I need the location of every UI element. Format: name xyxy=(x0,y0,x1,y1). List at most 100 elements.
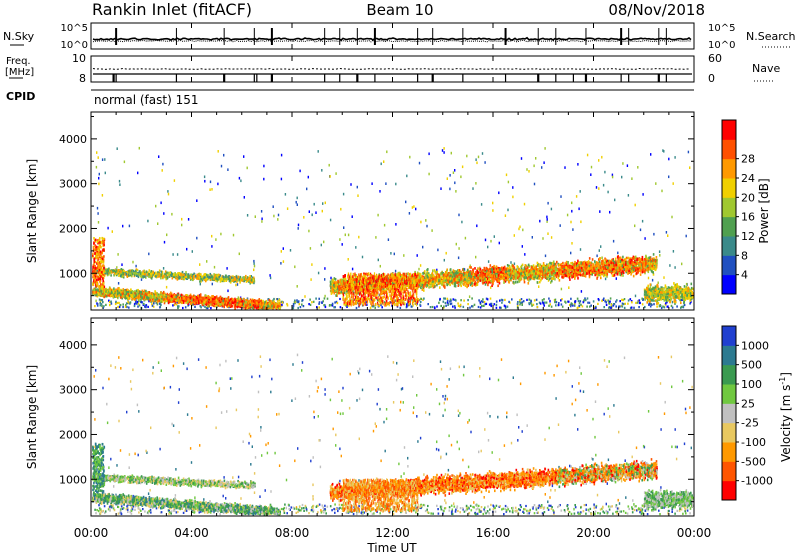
echo-cell xyxy=(458,257,459,260)
echo-cell xyxy=(475,158,476,161)
echo-cell xyxy=(94,252,96,255)
echo-cell xyxy=(145,305,147,307)
echo-cell xyxy=(603,298,605,300)
echo-cell xyxy=(549,300,550,303)
echo-cell xyxy=(504,299,506,301)
echo-cell xyxy=(578,300,580,302)
echo-cell xyxy=(334,301,336,303)
echo-cell xyxy=(616,299,618,301)
echo-cell xyxy=(395,223,396,226)
echo-cell xyxy=(301,304,303,306)
echo-cell xyxy=(227,278,229,280)
echo-cell xyxy=(103,244,105,247)
echo-cell xyxy=(571,210,572,213)
echo-cell xyxy=(117,147,118,150)
echo-cell xyxy=(545,255,546,258)
echo-cell xyxy=(508,181,509,184)
echo-cell xyxy=(580,248,581,251)
echo-cell xyxy=(478,306,480,308)
echo-cell xyxy=(499,307,501,309)
echo-cell xyxy=(526,299,528,301)
echo-cell xyxy=(121,263,122,266)
echo-cell xyxy=(449,188,450,191)
echo-cell xyxy=(452,306,454,308)
echo-cell xyxy=(480,306,482,308)
echo-cell xyxy=(137,301,139,303)
echo-cell xyxy=(237,279,239,281)
echo-cell xyxy=(395,183,396,186)
echo-cell xyxy=(97,256,99,259)
echo-cell xyxy=(315,298,317,300)
echo-cell xyxy=(129,295,131,298)
echo-cell xyxy=(141,296,143,299)
noise-tick-low-right: 10^0 xyxy=(708,40,735,51)
echo-cell xyxy=(164,273,166,275)
echo-cell xyxy=(480,301,482,303)
echo-cell xyxy=(247,307,249,310)
echo-cell xyxy=(94,261,96,264)
echo-cell xyxy=(447,302,449,304)
echo-cell xyxy=(146,271,148,273)
echo-cell xyxy=(149,269,151,271)
echo-cell xyxy=(185,300,187,303)
echo-cell xyxy=(524,203,525,206)
echo-cell xyxy=(199,263,200,266)
echo-cell xyxy=(139,147,140,150)
echo-cell xyxy=(240,276,242,278)
echo-cell xyxy=(514,263,515,266)
echo-cell xyxy=(482,301,484,303)
echo-cell xyxy=(650,153,651,156)
echo-cell xyxy=(568,301,570,303)
echo-cell xyxy=(454,169,455,172)
echo-cell xyxy=(167,277,169,279)
echo-cell xyxy=(243,278,245,280)
echo-cell xyxy=(312,214,313,217)
echo-cell xyxy=(99,299,101,301)
echo-cell xyxy=(562,306,564,308)
echo-cell xyxy=(628,194,629,197)
beam-label: Beam 10 xyxy=(366,1,433,19)
echo-cell xyxy=(168,193,169,196)
echo-cell xyxy=(277,218,278,221)
echo-cell xyxy=(505,305,507,307)
echo-cell xyxy=(121,274,123,276)
echo-cell xyxy=(103,241,105,244)
echo-cell xyxy=(262,300,264,303)
echo-cell xyxy=(239,253,240,256)
echo-cell xyxy=(639,299,641,301)
echo-cell xyxy=(423,298,425,300)
echo-cell xyxy=(99,241,101,244)
echo-cell xyxy=(461,221,462,224)
echo-cell xyxy=(102,280,104,283)
echo-cell xyxy=(248,302,250,305)
echo-cell xyxy=(356,307,358,309)
echo-cell xyxy=(507,209,508,212)
echo-cell xyxy=(206,299,208,302)
echo-cell xyxy=(589,302,591,304)
echo-cell xyxy=(496,307,498,309)
echo-cell xyxy=(177,293,179,296)
echo-cell xyxy=(253,262,254,265)
echo-cell xyxy=(161,271,163,273)
echo-cell xyxy=(97,289,99,292)
echo-cell xyxy=(663,276,664,279)
echo-cell xyxy=(240,180,241,183)
echo-cell xyxy=(121,291,123,294)
echo-cell xyxy=(135,270,137,272)
echo-cell xyxy=(97,207,98,210)
echo-cell xyxy=(321,302,323,304)
echo-cell xyxy=(235,284,236,287)
echo-cell xyxy=(554,301,556,303)
echo-cell xyxy=(100,253,102,256)
echo-cell xyxy=(164,276,166,278)
echo-cell xyxy=(247,214,248,217)
echo-cell xyxy=(95,255,97,258)
echo-cell xyxy=(117,306,119,308)
echo-cell xyxy=(163,291,165,294)
echo-cell xyxy=(209,188,210,191)
echo-cell xyxy=(287,207,288,210)
echo-cell xyxy=(269,303,271,306)
echo-cell xyxy=(318,298,320,300)
echo-cell xyxy=(222,300,224,303)
echo-cell xyxy=(270,300,272,303)
